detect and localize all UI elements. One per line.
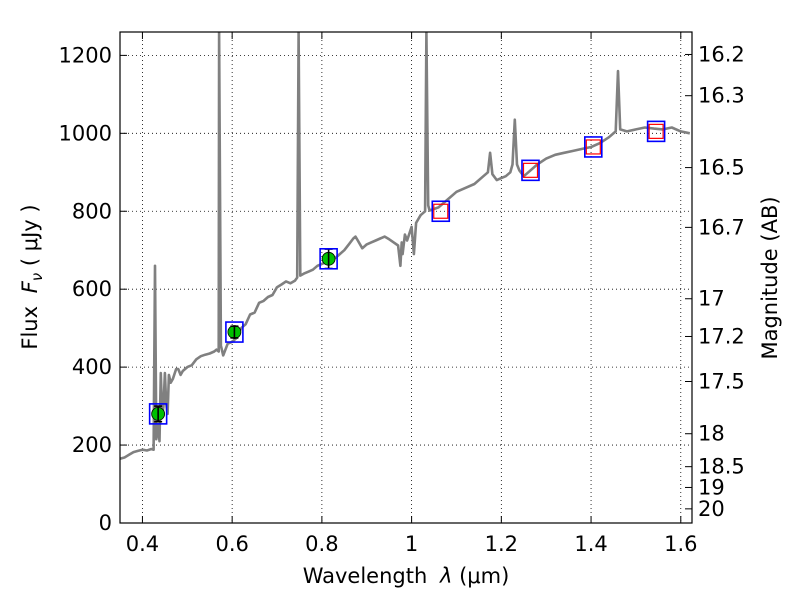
y-axis-label-prefix: Flux: [18, 299, 42, 349]
y-axis-ticks: 0 200 400 600 800 1000 1200: [59, 43, 127, 535]
series-layer: [120, 32, 691, 460]
x-tick-label: 1.6: [664, 532, 697, 556]
observed-flux-box: [433, 203, 449, 219]
y2-tick-label: 16.3: [698, 84, 745, 108]
y2-tick-label: 17.5: [698, 370, 745, 394]
x-tick-label: 0.8: [305, 532, 338, 556]
y-tick-label: 1000: [59, 121, 112, 145]
model-flux-box: [431, 200, 451, 223]
photometry-markers: [148, 120, 666, 425]
y2-tick-label: 17: [698, 287, 725, 311]
x-axis-label-symbol: λ: [439, 564, 452, 588]
grid-lines: [120, 32, 692, 524]
y2-axis-label: Magnitude (AB): [758, 196, 782, 359]
y2-tick-label: 17.2: [698, 324, 745, 348]
y-tick-label: 800: [72, 199, 112, 223]
y-tick-label: 400: [72, 355, 112, 379]
y2-tick-label: 16.5: [698, 156, 745, 180]
y2-tick-label: 16.2: [698, 42, 745, 66]
y-tick-label: 0: [99, 511, 112, 535]
x-tick-label: 1.4: [574, 532, 607, 556]
model-flux-box: [319, 247, 338, 270]
x-axis-label-suffix: (μm): [452, 564, 509, 588]
observed-flux-box: [648, 123, 664, 139]
x-tick-label: 1: [405, 532, 418, 556]
x-tick-label: 0.6: [215, 532, 248, 556]
y-axis-label-symbol: F: [18, 280, 42, 293]
spectrum-line: [120, 32, 691, 460]
y-axis-label: Flux Fν ( μJy ): [18, 204, 46, 349]
model-flux-box: [584, 136, 603, 158]
y-tick-label: 600: [72, 277, 112, 301]
observed-flux-box: [585, 139, 601, 155]
y2-tick-label: 19: [698, 475, 725, 499]
y2-tick-label: 20: [698, 497, 725, 521]
model-flux-box: [225, 321, 244, 343]
x-tick-label: 0.4: [126, 532, 159, 556]
x-tick-label: 1.2: [485, 532, 518, 556]
model-flux-box: [148, 403, 168, 425]
x-axis-label: Wavelength λ (μm): [303, 564, 510, 588]
model-flux-box: [646, 120, 666, 143]
y2-tick-label: 18: [698, 422, 725, 446]
y-axis-label-subscript: ν: [28, 273, 46, 281]
x-axis-ticks: 0.4 0.6 0.8 1 1.2 1.4 1.6: [126, 32, 697, 556]
y-axis-label-suffix: ( μJy ): [18, 204, 42, 272]
y2-tick-label: 16.7: [698, 215, 745, 239]
model-flux-box: [521, 159, 540, 182]
plot-frame: [119, 31, 693, 524]
x-axis-label-prefix: Wavelength: [303, 564, 434, 588]
y2-tick-label: 18.5: [698, 455, 745, 479]
y-tick-label: 200: [72, 433, 112, 457]
observed-flux-box: [522, 162, 539, 178]
y-tick-label: 1200: [59, 43, 112, 67]
